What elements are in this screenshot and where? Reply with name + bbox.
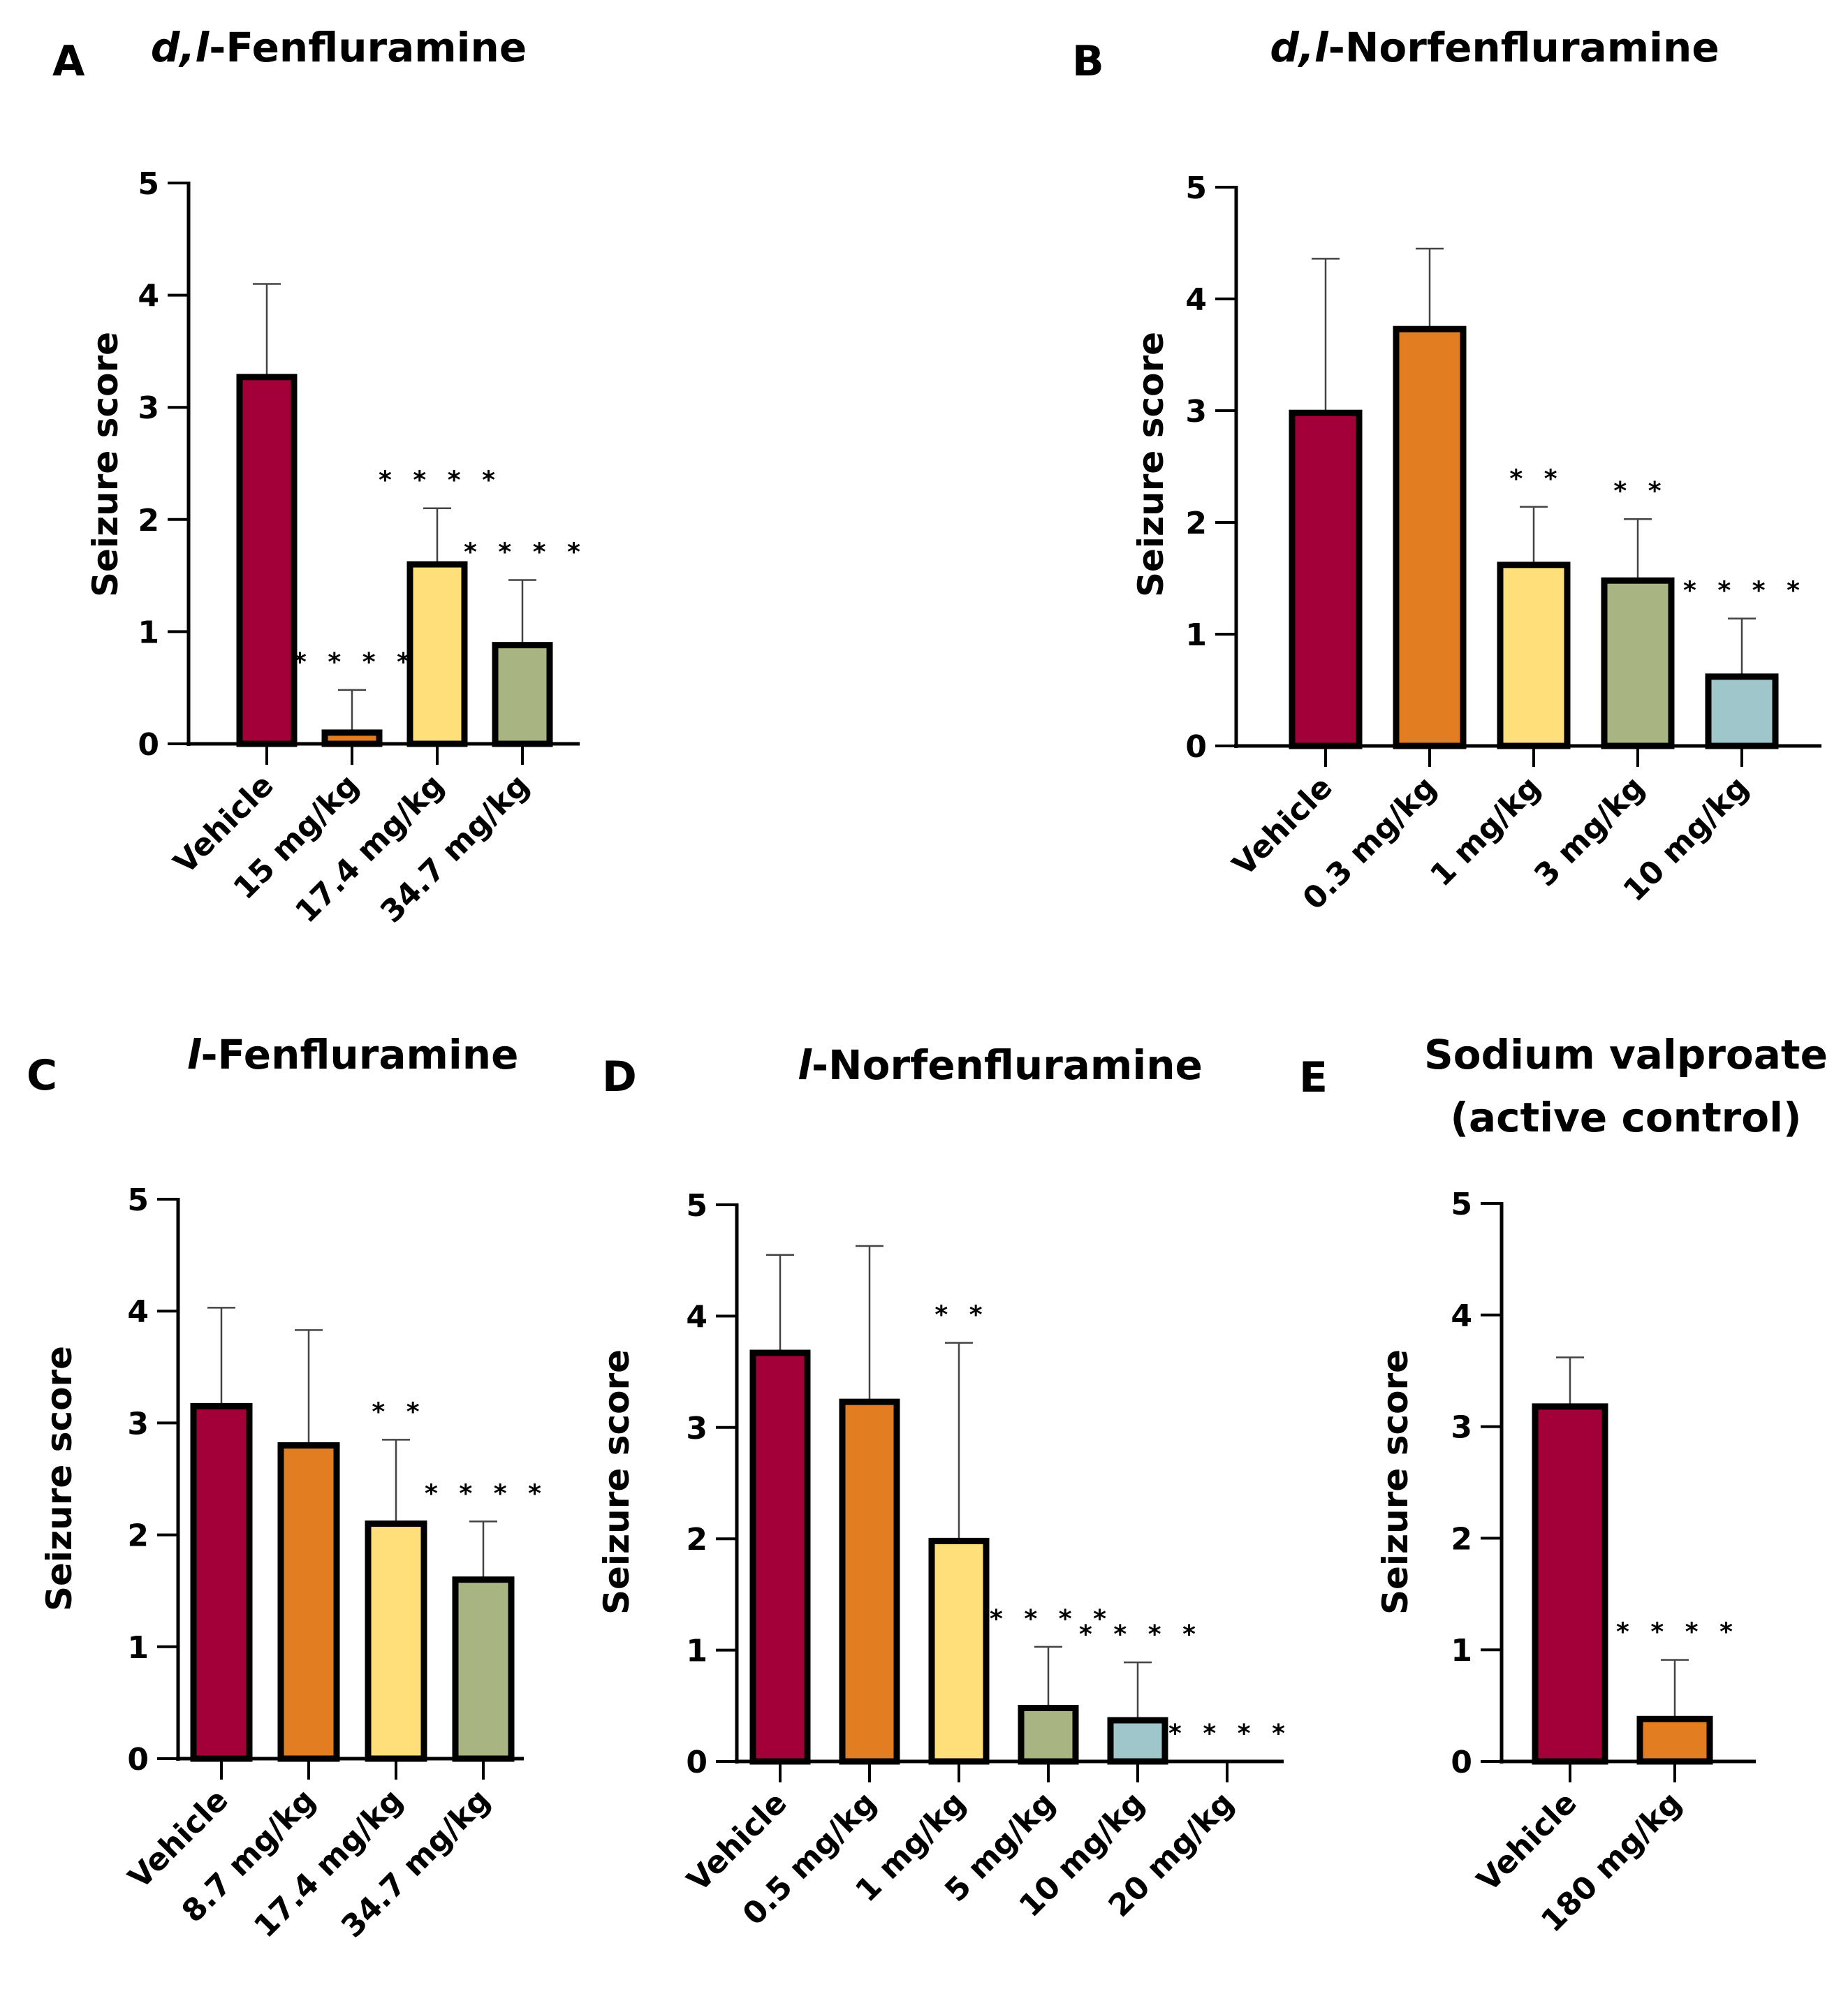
y-tick-label: 2	[127, 1518, 149, 1554]
y-tick-label: 3	[1185, 394, 1207, 430]
significance-label: * *	[372, 1398, 425, 1426]
y-tick-label: 2	[1185, 506, 1207, 541]
y-tick-label: 1	[127, 1630, 149, 1666]
y-tick-label: 4	[127, 1294, 149, 1330]
y-tick-label: 5	[1185, 170, 1207, 206]
bar	[406, 561, 468, 747]
chart-title: Sodium valproate	[1424, 1031, 1828, 1078]
significance-label: * * * *	[425, 1479, 548, 1508]
x-tick-label: 17.4 mg/kg	[247, 1782, 410, 1945]
y-tick-label: 2	[138, 503, 159, 538]
x-tick-label: 1 mg/kg	[1423, 770, 1548, 894]
significance-label: * * * *	[293, 648, 416, 677]
chart-title-line2: (active control)	[1450, 1094, 1801, 1141]
y-tick-label: 3	[1451, 1410, 1472, 1446]
bar	[749, 1349, 811, 1765]
y-axis-label: Seizure score	[39, 1346, 80, 1611]
y-tick-label: 4	[686, 1299, 707, 1335]
bar	[1532, 1403, 1608, 1765]
y-tick-label: 0	[1185, 729, 1207, 765]
significance-label: * *	[1509, 465, 1563, 494]
title-italic-part: d,l	[151, 24, 210, 71]
x-tick-label: 34.7 mg/kg	[374, 768, 536, 930]
title-main-part: -Norfenfluramine	[812, 1041, 1203, 1089]
bar	[1497, 562, 1571, 749]
chart-title: l-Norfenfluramine	[798, 1041, 1203, 1089]
panel-letter: D	[602, 1053, 637, 1101]
y-tick-label: 1	[1451, 1633, 1472, 1669]
title-main-part: -Norfenfluramine	[1328, 24, 1719, 71]
significance-label: * * * *	[1168, 1720, 1291, 1748]
y-axis-label: Seizure score	[1375, 1349, 1416, 1615]
y-axis-label: Seizure score	[1131, 332, 1171, 597]
y-tick-label: 5	[138, 166, 159, 202]
y-tick-label: 0	[127, 1742, 149, 1778]
significance-label: * * * *	[379, 467, 501, 495]
significance-label: * * * *	[1079, 1620, 1202, 1649]
bar	[928, 1537, 990, 1765]
significance-label: * *	[934, 1301, 988, 1330]
bar	[236, 374, 298, 747]
y-tick-label: 4	[1451, 1298, 1472, 1334]
y-tick-label: 5	[686, 1188, 707, 1224]
x-tick-label: 34.7 mg/kg	[335, 1782, 497, 1945]
bar	[1289, 409, 1363, 749]
significance-label: * * * *	[1616, 1618, 1739, 1647]
y-tick-label: 5	[127, 1182, 149, 1218]
panel-letter: A	[52, 37, 85, 86]
bar	[839, 1398, 900, 1765]
y-tick-label: 4	[1185, 282, 1207, 318]
title-italic-part: l	[187, 1031, 202, 1078]
chart-title: d,l-Norfenfluramine	[1270, 24, 1719, 71]
x-tick-label: 17.4 mg/kg	[288, 768, 451, 930]
title-italic-part: l	[798, 1041, 812, 1089]
bar	[1636, 1715, 1713, 1765]
chart-title: d,l-Fenfluramine	[151, 24, 527, 71]
significance-label: * * * *	[990, 1605, 1113, 1634]
y-axis-label: Seizure score	[596, 1349, 637, 1615]
y-tick-label: 2	[686, 1522, 707, 1557]
y-tick-label: 2	[1451, 1521, 1472, 1557]
bar	[277, 1442, 340, 1762]
y-tick-label: 0	[1451, 1745, 1472, 1780]
chart-title: l-Fenfluramine	[187, 1031, 519, 1078]
y-tick-label: 1	[138, 615, 159, 650]
bar	[1601, 577, 1675, 749]
significance-label: * *	[1613, 477, 1667, 506]
y-tick-label: 1	[686, 1634, 707, 1669]
panel-letter: B	[1072, 37, 1104, 86]
y-tick-label: 1	[1185, 617, 1207, 653]
y-axis-label: Seizure score	[85, 332, 126, 597]
title-italic-part: d,l	[1270, 24, 1329, 71]
y-tick-label: 3	[686, 1411, 707, 1446]
bar	[365, 1520, 427, 1762]
bar	[1393, 325, 1467, 749]
significance-label: * * * *	[464, 538, 587, 567]
bar	[492, 642, 553, 747]
bar	[1018, 1704, 1079, 1765]
bar	[1705, 673, 1779, 749]
y-tick-label: 3	[127, 1406, 149, 1442]
y-tick-label: 4	[138, 279, 159, 314]
y-tick-label: 0	[138, 727, 159, 763]
y-tick-label: 3	[138, 390, 159, 426]
title-main-part: Sodium valproate	[1424, 1031, 1828, 1078]
panel-letter: C	[27, 1051, 57, 1100]
bar	[321, 729, 383, 747]
title-main-part: -Fenfluramine	[200, 1031, 518, 1078]
panel-letter: E	[1299, 1053, 1328, 1102]
significance-label: * * * *	[1683, 577, 1806, 606]
bar	[1107, 1717, 1168, 1765]
title-main-part: -Fenfluramine	[209, 24, 527, 71]
bar	[190, 1402, 253, 1762]
panel-E: E Sodium valproate (active control) Seizure…	[1299, 1031, 1828, 1940]
bar	[452, 1576, 515, 1762]
y-tick-label: 0	[686, 1745, 707, 1780]
y-tick-label: 5	[1451, 1187, 1472, 1222]
